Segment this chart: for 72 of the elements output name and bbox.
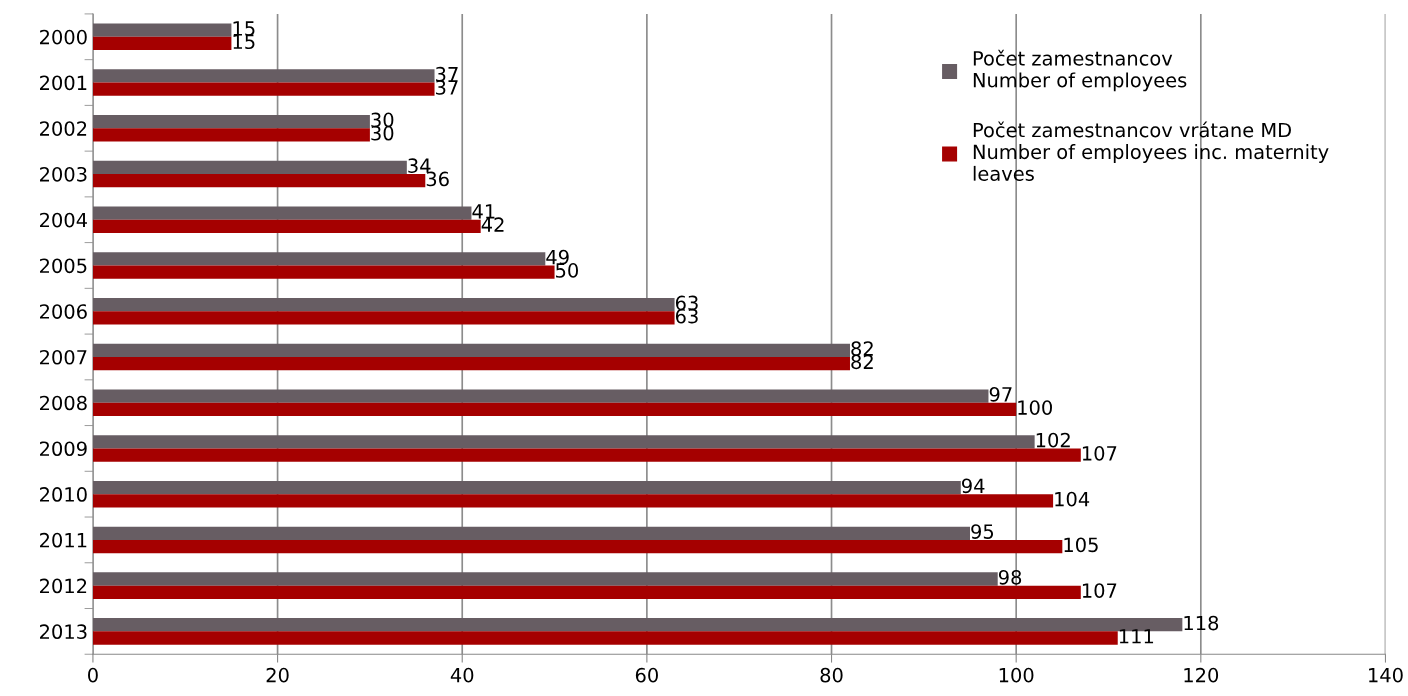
x-tick-label: 80 xyxy=(820,667,843,683)
y-tick-label: 2004 xyxy=(40,212,87,228)
data-label: 37 xyxy=(436,66,458,82)
bar xyxy=(92,82,435,96)
bar xyxy=(92,206,472,220)
bar xyxy=(92,343,850,357)
data-label: 104 xyxy=(1055,491,1090,507)
bar xyxy=(92,115,370,129)
y-tick-label: 2009 xyxy=(40,441,87,457)
bar xyxy=(92,160,407,174)
y-tick-label: 2000 xyxy=(40,29,87,45)
data-label: 100 xyxy=(1018,400,1052,415)
x-tick-label: 100 xyxy=(999,667,1034,683)
bar xyxy=(92,265,555,279)
data-label: 94 xyxy=(962,478,985,494)
bar xyxy=(92,539,1063,554)
x-tick-label: 20 xyxy=(266,667,289,683)
x-tick-label: 0 xyxy=(88,667,98,683)
data-label: 97 xyxy=(989,386,1012,402)
data-label: 36 xyxy=(426,171,449,187)
x-tick-label: 40 xyxy=(450,667,474,683)
data-label: 107 xyxy=(1082,583,1117,598)
bar xyxy=(92,174,426,188)
bar xyxy=(92,356,850,371)
y-tick-label: 2007 xyxy=(40,349,87,365)
bar xyxy=(92,402,1017,416)
data-label: 98 xyxy=(998,569,1022,585)
bar xyxy=(92,389,989,403)
data-label: 118 xyxy=(1184,615,1219,631)
data-label: 107 xyxy=(1082,445,1117,461)
bar xyxy=(92,448,1081,462)
bar xyxy=(92,526,971,540)
data-label: 42 xyxy=(481,217,504,232)
bar xyxy=(92,494,1054,508)
bar xyxy=(92,128,370,142)
bar xyxy=(92,480,961,495)
y-tick-label: 2006 xyxy=(40,304,87,319)
y-tick-label: 2005 xyxy=(40,258,87,274)
x-tick-label: 120 xyxy=(1184,667,1219,683)
bar xyxy=(92,311,675,325)
data-label: 82 xyxy=(851,354,873,370)
data-label: 95 xyxy=(971,524,994,539)
y-tick-label: 2008 xyxy=(40,395,87,411)
legend-label: Počet zamestnancov vrátane MD Number of employees inc. maternity leaves xyxy=(973,121,1329,181)
data-label: 41 xyxy=(472,204,495,219)
data-label: 49 xyxy=(546,249,569,265)
y-tick-label: 2013 xyxy=(40,624,87,640)
data-label: 105 xyxy=(1064,537,1098,553)
y-tick-label: 2011 xyxy=(40,532,87,548)
x-tick-label: 140 xyxy=(1369,667,1403,683)
bar xyxy=(92,572,998,586)
bar xyxy=(92,219,481,233)
y-tick-label: 2012 xyxy=(40,578,87,594)
bar xyxy=(92,252,546,266)
data-label: 50 xyxy=(556,263,578,278)
data-label: 15 xyxy=(233,34,255,50)
data-label: 111 xyxy=(1119,629,1154,644)
y-tick-label: 2002 xyxy=(40,121,87,136)
bar xyxy=(92,631,1118,645)
bar xyxy=(92,585,1081,599)
data-label: 34 xyxy=(408,158,431,174)
y-tick-label: 2003 xyxy=(40,166,87,182)
bar xyxy=(92,23,232,37)
y-tick-label: 2001 xyxy=(40,75,87,91)
legend-label: Počet zamestnancov Number of employees xyxy=(973,49,1187,92)
x-tick-label: 60 xyxy=(635,667,658,683)
data-label: 102 xyxy=(1036,432,1070,448)
bar xyxy=(92,36,232,51)
bar xyxy=(92,435,1035,449)
bar xyxy=(92,69,435,83)
bar xyxy=(92,297,675,312)
y-tick-label: 2010 xyxy=(40,487,87,502)
